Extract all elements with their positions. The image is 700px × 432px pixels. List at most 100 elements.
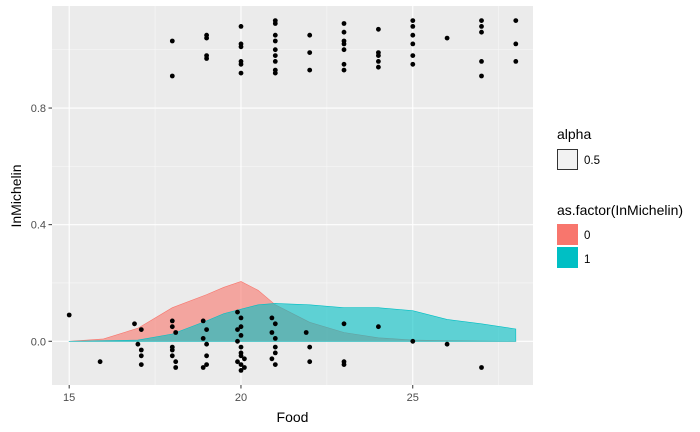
data-point <box>272 321 278 327</box>
data-point <box>410 53 416 58</box>
data-point <box>132 321 137 327</box>
data-point <box>204 341 210 347</box>
data-point <box>272 362 278 367</box>
data-point <box>238 368 244 373</box>
data-point <box>341 41 347 47</box>
data-point <box>341 321 347 327</box>
data-point <box>376 26 381 32</box>
data-point <box>479 29 484 35</box>
data-point <box>479 73 484 79</box>
data-point <box>376 53 381 58</box>
data-point <box>341 362 347 367</box>
data-point <box>376 324 381 330</box>
data-point <box>272 59 278 64</box>
data-point <box>138 327 144 332</box>
data-point <box>307 67 313 73</box>
data-point <box>169 318 175 324</box>
data-point <box>513 18 519 23</box>
data-point <box>307 32 313 38</box>
data-point <box>341 67 347 73</box>
data-point <box>410 61 416 67</box>
density-areas <box>68 281 517 342</box>
data-point <box>138 353 144 359</box>
data-point <box>238 70 244 76</box>
data-point <box>238 333 244 338</box>
data-point <box>169 324 175 330</box>
legend-label-1: 1 <box>584 254 590 266</box>
data-point <box>204 353 210 359</box>
y-tick-label: 0.8 <box>31 103 46 115</box>
data-point <box>444 341 450 347</box>
data-point <box>235 309 240 315</box>
data-point <box>272 336 278 341</box>
data-point <box>238 24 244 29</box>
data-point <box>66 312 72 318</box>
data-point <box>173 365 179 370</box>
data-point <box>169 73 175 79</box>
data-point <box>204 35 210 41</box>
data-point <box>272 344 278 350</box>
data-point <box>238 315 244 321</box>
data-point <box>410 338 416 344</box>
x-tick-label: 15 <box>63 392 75 404</box>
data-point <box>479 18 484 23</box>
y-axis-title: InMichelin <box>8 164 24 227</box>
data-point <box>242 365 247 370</box>
y-axis-ticks: 0.0 0.4 0.8 <box>31 103 52 348</box>
data-point <box>238 61 244 67</box>
data-point <box>200 336 206 341</box>
legend: alpha 0.5 as.factor(InMichelin) 0 1 <box>557 126 683 268</box>
data-point <box>235 359 240 365</box>
legend-fill-title: as.factor(InMichelin) <box>557 202 683 218</box>
data-point <box>242 356 247 362</box>
x-tick-label: 20 <box>235 392 247 404</box>
legend-alpha-label: 0.5 <box>584 155 600 167</box>
legend-alpha-title: alpha <box>557 126 591 142</box>
data-point <box>269 315 275 321</box>
data-point <box>410 24 416 29</box>
x-axis-title: Food <box>277 409 309 425</box>
data-point <box>235 338 240 344</box>
data-point <box>479 59 484 64</box>
data-point <box>479 365 484 370</box>
data-point <box>307 344 313 350</box>
x-axis-ticks: 15 20 25 <box>63 385 419 404</box>
legend-key-0 <box>557 224 578 245</box>
data-point <box>272 350 278 356</box>
data-point <box>272 47 278 53</box>
x-tick-label: 25 <box>407 392 419 404</box>
data-point <box>410 18 416 23</box>
data-point <box>97 359 103 365</box>
data-point <box>204 53 210 58</box>
legend-key-1 <box>557 247 578 268</box>
data-point <box>410 41 416 47</box>
data-point <box>204 362 210 367</box>
data-point <box>376 59 381 64</box>
data-point <box>272 70 278 76</box>
data-point <box>341 61 347 67</box>
scatter-points <box>66 18 519 373</box>
data-point <box>479 24 484 29</box>
data-point <box>135 341 141 347</box>
data-point <box>341 47 347 53</box>
data-point <box>307 50 313 55</box>
minor-gridlines <box>52 6 533 385</box>
data-point <box>235 327 240 332</box>
data-point <box>200 318 206 324</box>
y-tick-label: 0.4 <box>31 220 46 232</box>
data-point <box>303 330 309 335</box>
data-point <box>269 330 275 335</box>
data-point <box>238 353 244 359</box>
data-point <box>272 32 278 38</box>
data-point <box>272 53 278 58</box>
data-point <box>169 347 175 353</box>
data-point <box>138 347 144 353</box>
data-point <box>238 44 244 50</box>
data-point <box>173 359 179 365</box>
density-area-1 <box>68 303 517 342</box>
data-point <box>376 64 381 70</box>
data-point <box>269 356 275 362</box>
data-point <box>513 59 519 64</box>
data-point <box>341 21 347 26</box>
